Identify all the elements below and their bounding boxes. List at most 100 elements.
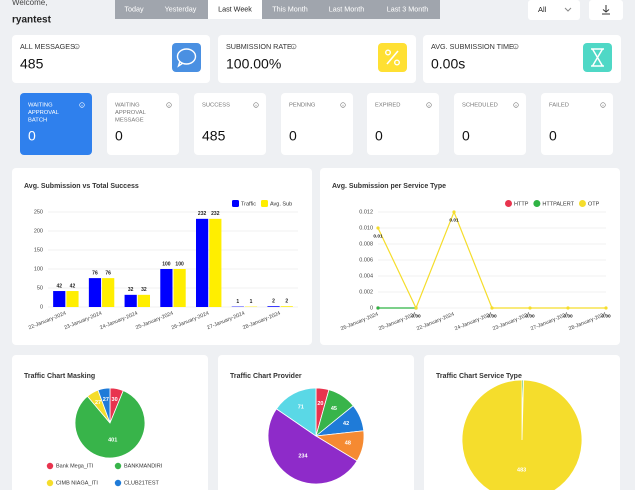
legend-swatch [533, 200, 541, 207]
tab[interactable]: Today [124, 4, 144, 13]
data-label: 2 [285, 299, 288, 305]
card [107, 93, 179, 155]
tab[interactable]: Last Week [218, 4, 252, 13]
status-label: PENDING [289, 103, 316, 109]
point [452, 210, 456, 214]
legend-swatch [46, 462, 54, 470]
stat-label: ALL MESSAGES [20, 42, 75, 51]
data-label: 1 [236, 299, 239, 305]
pie-slice [267, 408, 358, 485]
y-tick-label: 0.002 [359, 289, 373, 295]
tab[interactable]: This Month [272, 4, 308, 13]
info-icon [513, 102, 519, 108]
slice-label: 71 [298, 405, 304, 411]
slice-label: 30 [112, 397, 118, 403]
data-label: 0.00 [563, 313, 573, 319]
chart-title: Traffic Chart Provider [230, 373, 302, 380]
data-label: 2 [272, 299, 275, 305]
legend-label: Avg. Sub [270, 201, 292, 207]
status-label: WAITING [115, 103, 140, 109]
point [376, 306, 380, 310]
data-label: 0.00 [525, 313, 535, 319]
status-value: 0 [28, 128, 36, 144]
pie-slice [461, 379, 583, 490]
tab[interactable]: Last Month [329, 4, 365, 13]
bar [66, 291, 79, 307]
stat-label: SUBMISSION RATE [226, 42, 292, 51]
tab[interactable]: Yesterday [165, 4, 197, 13]
data-label: 0.00 [411, 313, 421, 319]
greeting: Welcome, [12, 0, 47, 7]
status-label: SCHEDULED [462, 103, 498, 109]
status-label: WAITING [28, 103, 53, 109]
data-label: 100 [162, 261, 171, 267]
card [454, 93, 526, 155]
y-tick-label: 100 [34, 266, 43, 272]
status-value: 0 [549, 128, 557, 144]
slice-label: 45 [331, 406, 337, 412]
status-value: 0 [289, 128, 297, 144]
data-label: 76 [105, 270, 111, 276]
stat-value: 100.00% [226, 56, 281, 72]
legend-swatch [46, 479, 54, 487]
y-tick-label: 0.008 [359, 241, 373, 247]
status-value: 485 [202, 128, 226, 144]
y-tick-label: 150 [34, 247, 43, 253]
card [367, 93, 439, 155]
stat-value: 0.00s [431, 56, 465, 72]
slice-label: 483 [517, 467, 526, 473]
chat-icon [177, 60, 184, 68]
status-label: SUCCESS [202, 103, 230, 109]
status-label: APPROVAL [28, 110, 60, 116]
chart-title: Traffic Chart Service Type [436, 373, 522, 380]
point [528, 306, 532, 310]
filter-dropdown[interactable] [528, 0, 580, 20]
percent-icon [385, 49, 392, 56]
data-label: 0.01 [449, 217, 459, 223]
y-tick-label: 0.010 [359, 225, 373, 231]
info-icon [253, 102, 259, 108]
bar [102, 278, 115, 307]
info-icon [166, 102, 172, 108]
legend-swatch [505, 200, 512, 207]
card [281, 93, 353, 155]
data-label: 42 [70, 283, 76, 289]
data-label: 0.00 [601, 313, 611, 319]
slice-label: 48 [345, 441, 351, 447]
legend-swatch [114, 479, 122, 487]
legend-label: BANKMANDIRI [124, 463, 163, 469]
bar [267, 306, 280, 307]
y-tick-label: 250 [34, 209, 43, 215]
info-icon [513, 43, 519, 50]
legend-swatch [260, 200, 268, 207]
bar [280, 306, 293, 307]
data-label: 0.01 [373, 233, 383, 239]
bar [137, 294, 150, 307]
dropdown-arrow [564, 7, 572, 12]
y-tick-label: 0 [370, 305, 373, 311]
status-label: EXPIRED [375, 103, 400, 109]
bar [173, 269, 186, 307]
bar [53, 291, 66, 307]
slice-label: 27 [103, 397, 109, 403]
info-icon [291, 43, 297, 50]
bar [209, 218, 222, 307]
slice-label: 42 [343, 421, 349, 427]
tab[interactable]: Last 3 Month [387, 4, 429, 13]
hourglass-icon [591, 48, 604, 67]
chart-title: Traffic Chart Masking [24, 373, 95, 380]
bar [88, 278, 102, 307]
status-value: 0 [375, 128, 383, 144]
y-tick-label: 0.012 [359, 209, 373, 215]
info-icon [340, 102, 346, 108]
card [218, 35, 416, 83]
tab-bar [115, 0, 440, 19]
slice-label: 234 [298, 454, 308, 460]
card [541, 93, 613, 155]
stat-label: AVG. SUBMISSION TIME [431, 42, 514, 51]
y-tick-label: 200 [34, 228, 43, 234]
legend-label: CLUB21TEST [124, 480, 159, 486]
bar [160, 269, 173, 307]
legend-swatch [578, 200, 586, 207]
card [423, 35, 621, 83]
